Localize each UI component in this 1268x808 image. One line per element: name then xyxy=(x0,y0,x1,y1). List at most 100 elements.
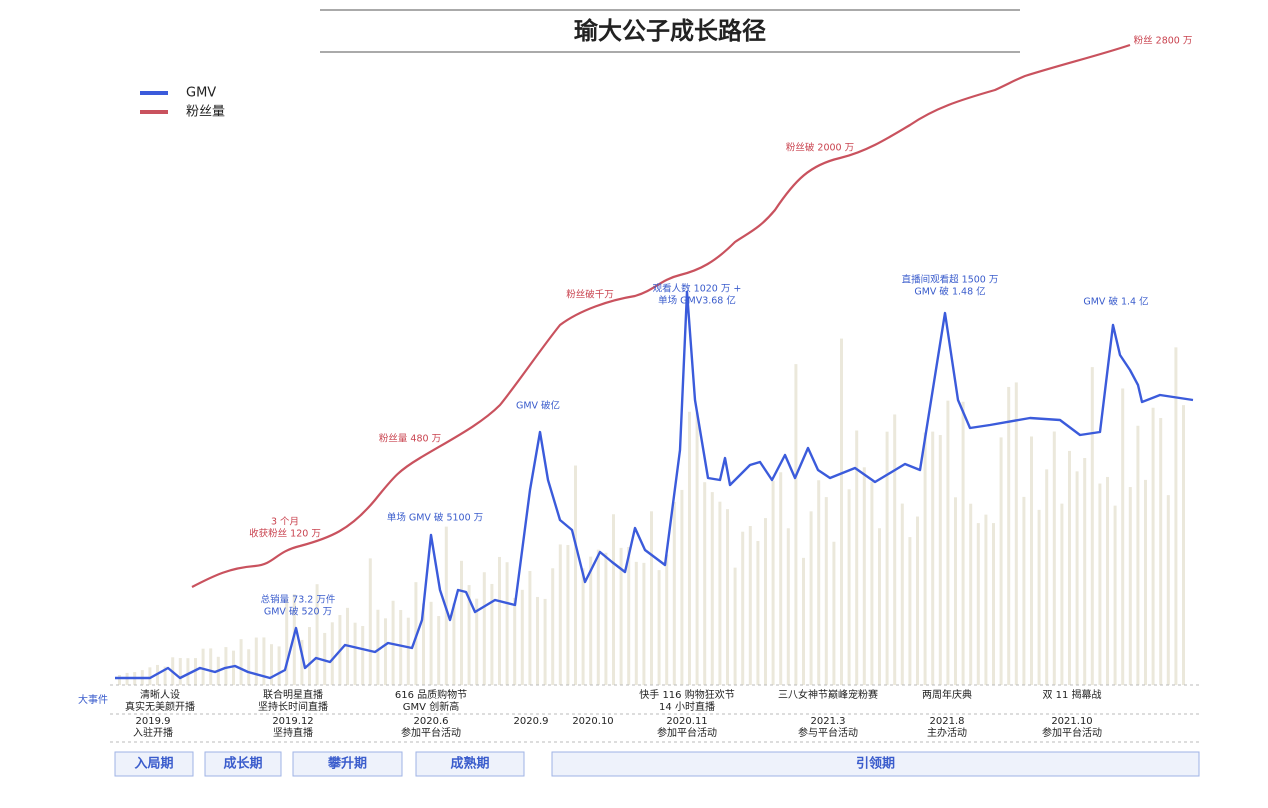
background-bar xyxy=(862,467,866,685)
legend-label: GMV xyxy=(186,86,216,101)
background-bar xyxy=(923,432,927,685)
background-bar xyxy=(1113,505,1117,685)
background-bar xyxy=(878,528,881,685)
background-bar xyxy=(475,598,479,685)
event: 坚持长时间直播 xyxy=(258,700,328,713)
background-bar xyxy=(999,437,1003,685)
event: 616 品质购物节 xyxy=(395,688,467,701)
background-bar xyxy=(961,401,965,685)
background-bar xyxy=(566,545,570,685)
background-bar xyxy=(1052,431,1056,685)
background-bar xyxy=(1030,436,1033,685)
background-bar xyxy=(368,558,372,685)
event: 两周年庆典 xyxy=(922,688,972,701)
background-bar xyxy=(748,525,752,685)
date: 2020.10 xyxy=(572,716,613,727)
background-bar xyxy=(832,541,836,685)
background-bar xyxy=(536,596,539,685)
background-bar xyxy=(490,583,494,685)
background-bar xyxy=(733,567,737,685)
background-bar xyxy=(938,435,942,685)
background-bar xyxy=(916,516,919,685)
background-bar xyxy=(505,562,509,685)
background-bar xyxy=(361,625,365,685)
background-bar xyxy=(285,598,289,685)
date: 2020.11 xyxy=(666,716,707,727)
date: 坚持直播 xyxy=(273,726,313,739)
background-bar xyxy=(688,411,691,685)
background-bar xyxy=(779,472,783,685)
background-bar xyxy=(406,617,410,685)
date: 参加平台活动 xyxy=(657,726,717,739)
fans-annotation: 粉丝 2800 万 xyxy=(1134,35,1193,47)
gmv-annotation: GMV 破亿 xyxy=(516,400,560,412)
background-bar xyxy=(1136,425,1140,685)
fans-annotation: 粉丝量 480 万 xyxy=(379,433,441,445)
background-bar xyxy=(1007,386,1011,685)
background-bar xyxy=(399,609,403,685)
background-bar xyxy=(1128,487,1132,685)
date: 2021.3 xyxy=(811,716,846,727)
date: 2019.9 xyxy=(136,716,171,727)
background-bar xyxy=(657,570,661,685)
background-bar xyxy=(163,666,167,685)
phase-label: 入局期 xyxy=(134,757,173,772)
background-bar xyxy=(771,480,775,685)
background-bar xyxy=(270,644,273,685)
date: 入驻开播 xyxy=(133,726,173,739)
background-bar xyxy=(840,338,843,685)
background-bar xyxy=(429,601,433,685)
background-bar xyxy=(452,603,456,685)
background-bar xyxy=(992,523,995,685)
background-bar xyxy=(672,501,676,685)
background-bar xyxy=(209,648,213,685)
background-bar xyxy=(186,658,190,685)
background-bar xyxy=(612,514,615,685)
date: 主办活动 xyxy=(927,726,967,739)
event: 14 小时直播 xyxy=(659,700,715,713)
background-bar xyxy=(984,514,988,685)
event: 真实无美颜开播 xyxy=(125,700,195,713)
event: GMV 创新高 xyxy=(403,700,459,713)
background-bar xyxy=(118,675,121,685)
date: 2019.12 xyxy=(272,716,313,727)
phase-box xyxy=(114,751,194,777)
event: 三八女神节巅峰宠粉赛 xyxy=(778,688,878,701)
background-bar xyxy=(376,609,380,685)
background-bar xyxy=(384,618,387,685)
event: 清晰人设 xyxy=(140,688,180,701)
background-bar xyxy=(467,585,471,685)
date: 参加平台活动 xyxy=(401,726,461,739)
background-bar xyxy=(558,544,562,685)
background-bar xyxy=(1182,405,1185,685)
row-label: 大事件 xyxy=(78,693,108,706)
date: 2021.8 xyxy=(930,716,965,727)
gmv-annotation: 观看人数 1020 万 + xyxy=(653,283,742,295)
background-bar xyxy=(1045,469,1049,685)
background-bar xyxy=(710,492,714,685)
background-bar xyxy=(323,632,327,685)
date: 参加平台活动 xyxy=(1042,726,1102,739)
background-bar xyxy=(581,568,585,685)
background-bar xyxy=(353,622,357,685)
gmv-annotation: GMV 破 1.4 亿 xyxy=(1083,296,1148,308)
fans-line xyxy=(191,43,1131,588)
background-bar xyxy=(794,364,798,685)
background-bar xyxy=(718,501,722,685)
background-bar xyxy=(1090,367,1094,685)
phase-label: 攀升期 xyxy=(327,756,367,772)
background-bar xyxy=(870,481,874,685)
background-bar xyxy=(277,646,281,685)
phase-box xyxy=(415,751,525,777)
background-bar xyxy=(900,503,904,685)
background-bar xyxy=(1174,347,1178,685)
background-bar xyxy=(460,560,463,685)
background-bar xyxy=(802,557,805,685)
background-bar xyxy=(786,528,790,685)
background-bar xyxy=(498,556,501,685)
background-bar xyxy=(1166,495,1170,685)
background-bar xyxy=(330,622,334,685)
fans-annotation: 粉丝破千万 xyxy=(566,289,614,301)
background-bar xyxy=(201,648,205,685)
